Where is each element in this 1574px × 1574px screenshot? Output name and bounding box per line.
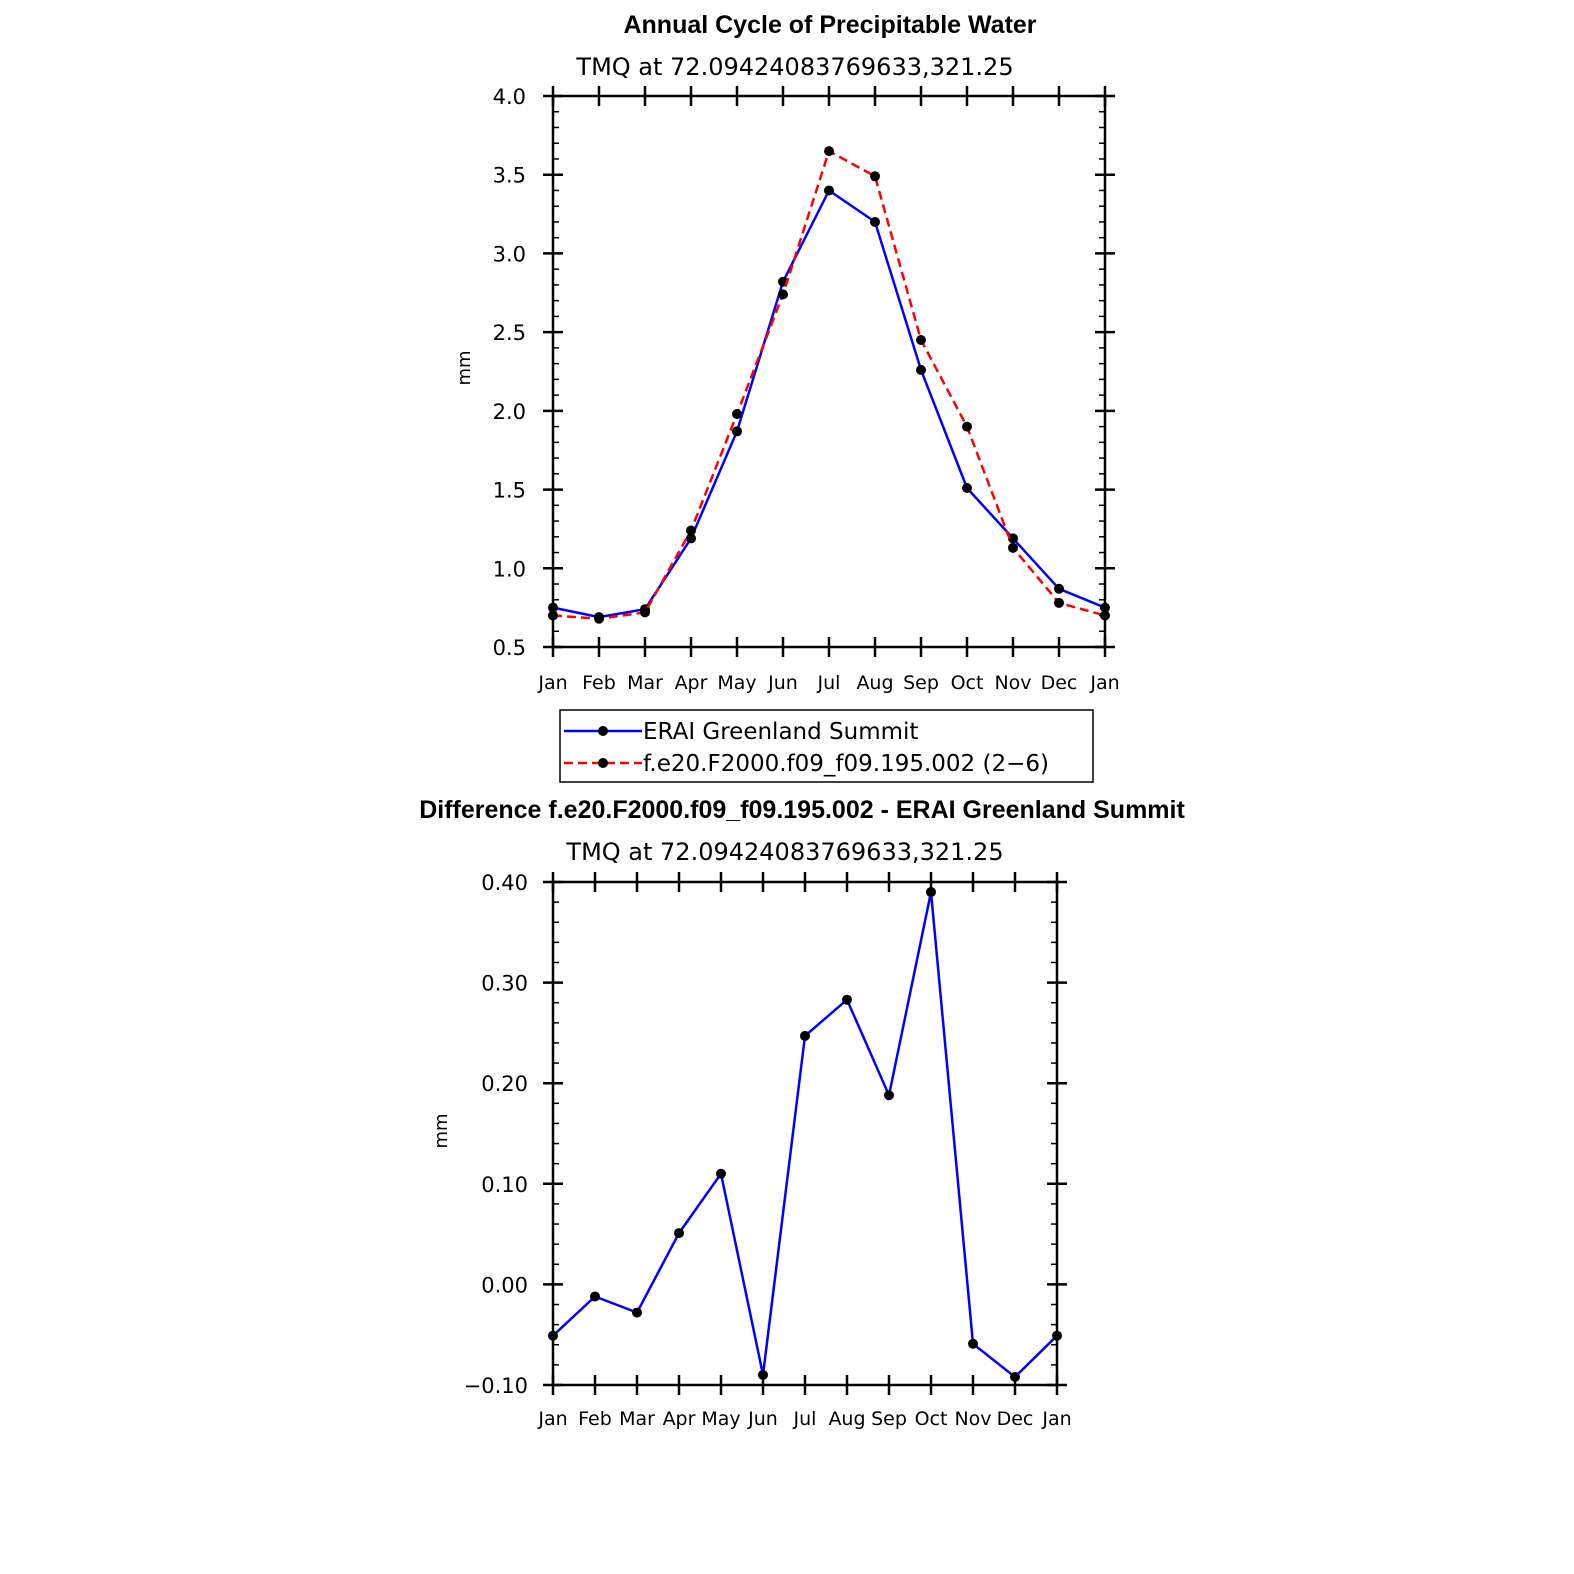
data-point: [640, 607, 650, 618]
top-chart-series: [548, 146, 1110, 624]
data-point: [732, 426, 742, 437]
y-tick-label: 2.5: [493, 321, 526, 345]
data-point: [548, 602, 558, 613]
y-tick-label: 0.10: [481, 1173, 528, 1197]
top-chart-axes: Jan Feb Mar Apr May Jun Jul Aug Sep Oct Nov Dec Jan 0…: [493, 85, 1120, 694]
legend: ERAI Greenland Summit f.e20.F2000.f09_f0…: [559, 709, 1094, 783]
x-tick-label: Oct: [915, 1408, 948, 1430]
data-point: [1100, 602, 1110, 613]
data-point: [800, 1030, 810, 1041]
x-tick-label: Jul: [817, 672, 841, 694]
x-tick-label: Jun: [767, 672, 798, 694]
data-point: [926, 887, 936, 898]
data-point: [1054, 583, 1064, 594]
x-tick-label: Sep: [903, 672, 939, 694]
data-point: [1010, 1371, 1020, 1382]
top-chart: Annual Cycle of Precipitable Water TMQ a…: [454, 11, 1120, 783]
x-tick-label: Aug: [828, 1408, 865, 1430]
data-point: [594, 613, 604, 624]
bottom-chart: Difference f.e20.F2000.f09_f09.195.002 -…: [419, 796, 1185, 1430]
data-point: [686, 525, 696, 536]
data-point: [732, 409, 742, 420]
data-point: [916, 335, 926, 346]
data-point: [1052, 1330, 1062, 1341]
x-tick-label: May: [717, 672, 756, 694]
data-point: [686, 533, 696, 544]
data-point: [968, 1338, 978, 1349]
x-tick-label: Jan: [1089, 672, 1119, 694]
x-tick-label: Sep: [871, 1408, 907, 1430]
data-point: [824, 146, 834, 157]
data-point: [674, 1228, 684, 1239]
data-point: [716, 1168, 726, 1179]
data-point: [916, 364, 926, 375]
legend-label-erai: ERAI Greenland Summit: [643, 719, 918, 745]
data-point: [870, 171, 880, 182]
x-tick-label: Dec: [1041, 672, 1078, 694]
data-point: [778, 289, 788, 300]
y-tick-label: 1.0: [493, 557, 526, 581]
data-point: [962, 482, 972, 493]
bottom-chart-y-axis-label: mm: [431, 1113, 452, 1148]
data-point: [870, 216, 880, 227]
data-point: [1054, 597, 1064, 608]
x-tick-label: Nov: [954, 1408, 991, 1430]
x-tick-label: Apr: [663, 1408, 696, 1430]
x-tick-label: Nov: [994, 672, 1031, 694]
data-point: [590, 1291, 600, 1302]
x-tick-label: Feb: [582, 672, 616, 694]
y-tick-label: 3.0: [493, 242, 526, 266]
x-tick-label: Mar: [627, 672, 663, 694]
y-tick-label: 0.40: [481, 871, 528, 895]
legend-marker-model: [598, 758, 608, 768]
x-tick-label: Jul: [793, 1408, 817, 1430]
data-point: [1008, 533, 1018, 544]
x-tick-label: Aug: [856, 672, 893, 694]
data-point: [632, 1307, 642, 1318]
top-chart-subtitle: TMQ at 72.09424083769633,321.25: [575, 53, 1013, 81]
legend-marker-erai: [598, 726, 608, 736]
y-tick-label: 1.5: [493, 479, 526, 503]
data-point: [1008, 542, 1018, 553]
x-tick-label: May: [701, 1408, 740, 1430]
y-tick-label: 4.0: [493, 85, 526, 109]
y-tick-label: −0.10: [464, 1374, 528, 1398]
x-tick-label: Feb: [578, 1408, 612, 1430]
y-tick-label: 0.00: [481, 1273, 528, 1297]
y-tick-label: 2.0: [493, 400, 526, 424]
data-point: [884, 1090, 894, 1101]
x-tick-label: Dec: [997, 1408, 1034, 1430]
data-point: [824, 185, 834, 196]
y-tick-label: 0.5: [493, 636, 526, 660]
x-tick-label: Jun: [747, 1408, 778, 1430]
data-point: [548, 610, 558, 621]
x-tick-label: Mar: [619, 1408, 655, 1430]
bottom-chart-series: [548, 887, 1062, 1382]
bottom-chart-subtitle: TMQ at 72.09424083769633,321.25: [565, 838, 1003, 866]
x-tick-label: Oct: [951, 672, 984, 694]
x-tick-label: Jan: [1041, 1408, 1071, 1430]
x-tick-label: Jan: [537, 672, 567, 694]
y-tick-label: 0.20: [481, 1072, 528, 1096]
y-tick-label: 3.5: [493, 164, 526, 188]
bottom-chart-axes: Jan Feb Mar Apr May Jun Jul Aug Sep Oct Nov Dec Jan−…: [464, 871, 1072, 1430]
legend-box: [559, 709, 1094, 783]
legend-label-model: f.e20.F2000.f09_f09.195.002 (2−6): [643, 751, 1049, 777]
data-point: [962, 421, 972, 432]
y-tick-label: 0.30: [481, 972, 528, 996]
x-tick-label: Jan: [537, 1408, 567, 1430]
data-point: [548, 1330, 558, 1341]
top-chart-title: Annual Cycle of Precipitable Water: [623, 11, 1036, 39]
data-point: [1100, 610, 1110, 621]
data-point: [842, 994, 852, 1005]
top-chart-y-axis-label: mm: [454, 350, 475, 385]
bottom-chart-title: Difference f.e20.F2000.f09_f09.195.002 -…: [419, 796, 1185, 824]
data-point: [758, 1369, 768, 1380]
x-tick-label: Apr: [675, 672, 708, 694]
